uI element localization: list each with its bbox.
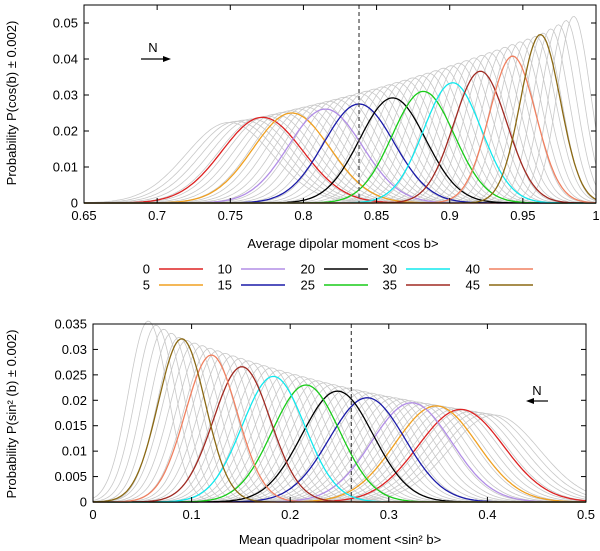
bottom-plot-frame [92, 323, 587, 503]
top-x-tick-label: 0.75 [218, 208, 243, 223]
bot-y-tick-label: 0.015 [54, 418, 87, 433]
top-grey-curve [84, 20, 597, 204]
top-x-ticks: 0.65 0.7 0.75 0.8 0.85 0.9 0.95 1 [71, 5, 600, 223]
bot-series-curve-4 [93, 390, 586, 503]
top-x-tick-label: 0.8 [294, 208, 312, 223]
legend: 0 10 20 30 40 5 15 25 35 45 [143, 262, 533, 293]
top-y-axis-label: Probability P(cos(b) ± 0.002) [4, 21, 19, 186]
top-x-tick-label: 0.7 [148, 208, 166, 223]
legend-label: 25 [301, 278, 315, 293]
top-y-tick-label: 0.01 [53, 160, 78, 175]
bot-grey-curve [93, 394, 586, 503]
top-grey-curve [84, 38, 597, 204]
top-y-tick-label: 0 [71, 196, 78, 211]
bottom-y-ticks: 0 0.005 0.01 0.015 0.02 0.025 0.03 0.035 [54, 317, 586, 510]
top-x-tick-label: 0.85 [364, 208, 389, 223]
bot-grey-curve [93, 376, 586, 503]
bot-grey-curve [93, 355, 586, 503]
top-x-tick-label: 0.95 [510, 208, 535, 223]
legend-label: 30 [383, 262, 397, 277]
legend-label: 5 [143, 278, 150, 293]
bot-x-tick-label: 0 [89, 507, 96, 522]
bot-y-tick-label: 0.035 [54, 317, 87, 332]
bot-grey-curve [93, 398, 586, 503]
legend-label: 35 [383, 278, 397, 293]
top-x-axis-label: Average dipolar moment <cos b> [247, 236, 438, 251]
bot-grey-curve [93, 391, 586, 503]
top-grey-curve [84, 79, 596, 204]
top-grey-curve [84, 98, 596, 204]
legend-label: 15 [218, 278, 232, 293]
top-series-curve-7 [84, 70, 596, 204]
bottom-n-arrow [526, 398, 548, 404]
bot-grey-curve [93, 350, 586, 503]
bottom-x-axis-label: Mean quadripolar moment <sin² b> [239, 532, 441, 547]
top-panel: 0.65 0.7 0.75 0.8 0.85 0.9 0.95 1 0 0.01 0.02 0.03… [4, 4, 600, 251]
top-y-tick-label: 0.05 [53, 16, 78, 31]
top-grey-curve [84, 82, 596, 204]
bot-series-curve-8 [93, 354, 586, 503]
top-grey-curve [84, 84, 596, 204]
bot-grey-curve [93, 336, 586, 503]
legend-label: 10 [218, 262, 232, 277]
bot-x-tick-label: 0.2 [281, 507, 299, 522]
bot-y-tick-label: 0.025 [54, 367, 87, 382]
legend-label: 20 [301, 262, 315, 277]
bot-grey-curve [93, 392, 586, 503]
top-y-ticks: 0 0.01 0.02 0.03 0.04 0.05 [53, 16, 596, 211]
top-y-tick-label: 0.03 [53, 88, 78, 103]
top-colored-curves [84, 33, 597, 204]
bottom-grey-curves [92, 320, 587, 503]
bot-x-tick-label: 0.3 [380, 507, 398, 522]
top-x-tick-label: 1 [592, 208, 599, 223]
top-y-tick-label: 0.04 [53, 52, 78, 67]
top-n-annotation: N [148, 40, 157, 55]
top-series-curve-6 [84, 82, 596, 204]
bot-x-tick-label: 0.1 [183, 507, 201, 522]
top-n-arrow [141, 56, 171, 62]
bot-grey-curve [93, 395, 586, 503]
top-x-tick-label: 0.9 [441, 208, 459, 223]
legend-label: 0 [143, 262, 150, 277]
top-grey-curve [84, 96, 596, 204]
top-x-tick-label: 0.65 [71, 208, 96, 223]
bottom-panel: 0 0.1 0.2 0.3 0.4 0.5 0 0.005 0.01 0.015 0.02 0.02… [4, 317, 595, 548]
top-series-curve-9 [84, 33, 597, 204]
bot-y-tick-label: 0.01 [62, 444, 87, 459]
top-series-curve-4 [84, 97, 596, 204]
legend-label: 45 [466, 278, 480, 293]
bot-y-tick-label: 0.02 [62, 393, 87, 408]
bot-y-tick-label: 0 [80, 495, 87, 510]
bottom-y-axis-label: Probability P(sin² (b) ± 0.002) [4, 330, 19, 499]
bottom-n-annotation: N [532, 383, 541, 398]
top-grey-curve [84, 72, 596, 204]
bot-y-tick-label: 0.005 [54, 469, 87, 484]
bot-x-tick-label: 0.4 [478, 507, 496, 522]
bot-x-tick-label: 0.5 [577, 507, 595, 522]
bottom-x-ticks: 0 0.1 0.2 0.3 0.4 0.5 [89, 324, 595, 522]
top-y-tick-label: 0.02 [53, 124, 78, 139]
bot-y-tick-label: 0.03 [62, 342, 87, 357]
top-plot-frame [83, 4, 597, 204]
legend-label: 40 [466, 262, 480, 277]
